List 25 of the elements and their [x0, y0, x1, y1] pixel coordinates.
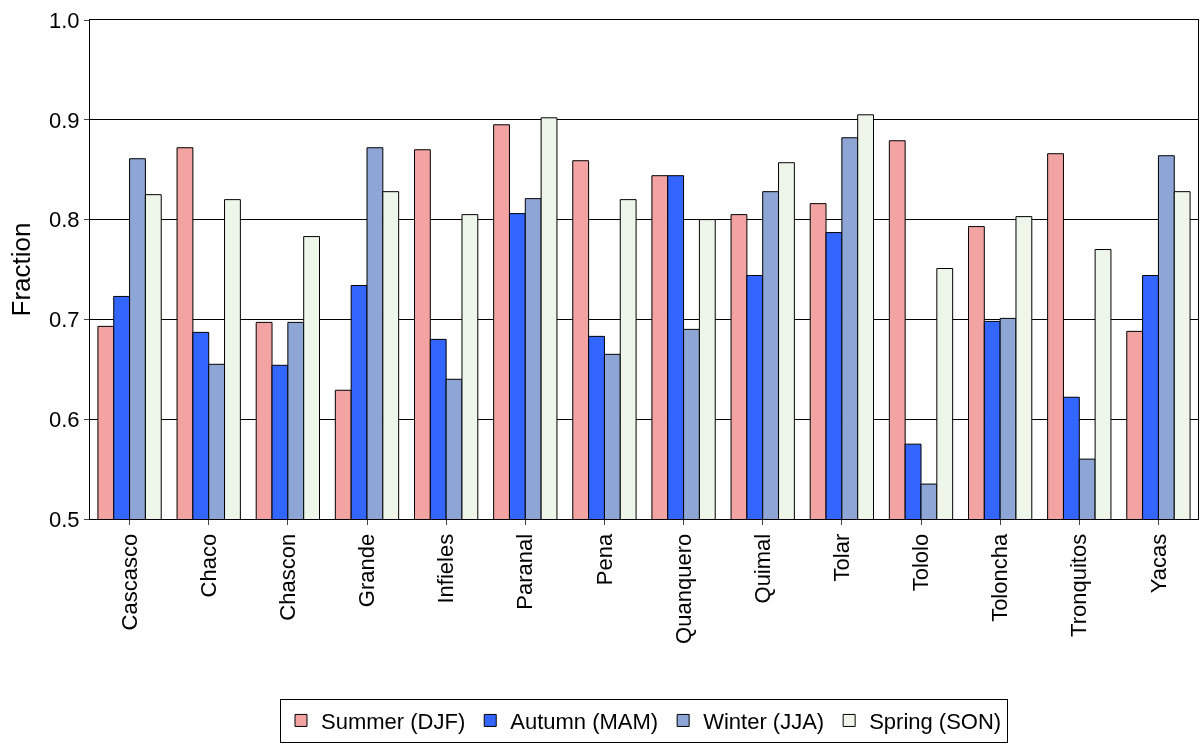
y-tick-label: 0.8	[49, 207, 80, 233]
x-tick-label: Quimal	[749, 533, 775, 604]
legend-label: Spring (SON)	[869, 709, 1002, 735]
x-tick-label: Toloncha	[987, 533, 1013, 622]
x-tick-label: Infieles	[433, 533, 459, 604]
x-tick-label: Tronquitos	[1066, 533, 1092, 637]
y-tick-label: 0.6	[49, 406, 80, 432]
x-tick-label: Chaco	[195, 533, 221, 598]
y-tick-label: 0.7	[49, 307, 80, 333]
y-tick-label: 1.0	[49, 7, 80, 33]
x-tick-label: Chascon	[275, 533, 301, 621]
x-tick-label: Cascasco	[116, 533, 142, 631]
x-tick-label: Tolar	[829, 533, 855, 582]
y-tick-label: 0.5	[49, 506, 80, 532]
legend-label: Winter (JJA)	[703, 709, 825, 735]
legend-label: Autumn (MAM)	[510, 709, 659, 735]
x-tick-label: Pena	[591, 533, 617, 586]
y-tick-label: 0.9	[49, 107, 80, 133]
x-tick-label: Quanquero	[670, 533, 696, 644]
legend-label: Summer (DJF)	[321, 709, 466, 735]
x-tick-label: Paranal	[512, 533, 538, 610]
x-tick-label: Tololo	[908, 533, 934, 592]
x-tick-label: Yacas	[1145, 533, 1171, 594]
y-axis-title: Fraction	[6, 222, 37, 317]
x-tick-label: Grande	[354, 533, 380, 608]
